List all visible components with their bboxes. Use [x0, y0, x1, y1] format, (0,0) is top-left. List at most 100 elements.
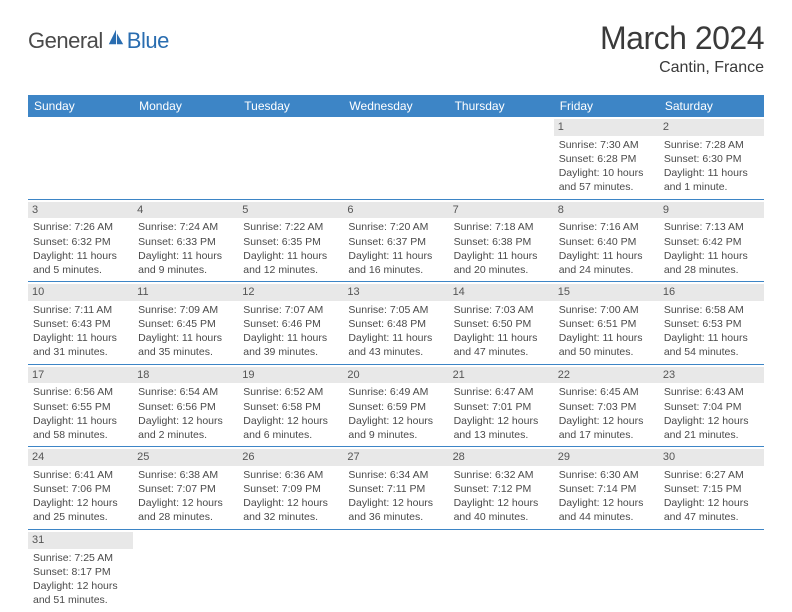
cell-line: Sunrise: 7:24 AM — [138, 220, 233, 234]
cell-line: and 9 minutes. — [138, 263, 233, 277]
cell-line: and 54 minutes. — [664, 345, 759, 359]
calendar-cell: 29Sunrise: 6:30 AMSunset: 7:14 PMDayligh… — [554, 447, 659, 530]
cell-line: Sunset: 7:14 PM — [559, 482, 654, 496]
cell-line: Sunset: 6:53 PM — [664, 317, 759, 331]
day-number: 31 — [28, 532, 133, 549]
cell-line: Sunrise: 6:43 AM — [664, 385, 759, 399]
cell-line: and 2 minutes. — [138, 428, 233, 442]
cell-line: Sunrise: 6:58 AM — [664, 303, 759, 317]
cell-line: and 16 minutes. — [348, 263, 443, 277]
cell-line: Sunset: 6:46 PM — [243, 317, 338, 331]
day-number: 8 — [554, 202, 659, 219]
cell-line: and 12 minutes. — [243, 263, 338, 277]
cell-line: Sunset: 7:01 PM — [454, 400, 549, 414]
cell-line: Daylight: 11 hours — [454, 331, 549, 345]
cell-line: Daylight: 12 hours — [33, 579, 128, 593]
cell-line: Daylight: 11 hours — [348, 249, 443, 263]
cell-line: and 51 minutes. — [33, 593, 128, 607]
cell-line: Sunset: 7:06 PM — [33, 482, 128, 496]
cell-line: Daylight: 12 hours — [243, 496, 338, 510]
cell-line: and 35 minutes. — [138, 345, 233, 359]
cell-line: Sunrise: 6:32 AM — [454, 468, 549, 482]
cell-line: Sunrise: 7:25 AM — [33, 551, 128, 565]
cell-line: Daylight: 11 hours — [454, 249, 549, 263]
cell-line: Sunrise: 7:30 AM — [559, 138, 654, 152]
calendar-cell: 13Sunrise: 7:05 AMSunset: 6:48 PMDayligh… — [343, 282, 448, 365]
calendar-cell: 10Sunrise: 7:11 AMSunset: 6:43 PMDayligh… — [28, 282, 133, 365]
day-number: 29 — [554, 449, 659, 466]
cell-line: Sunset: 8:17 PM — [33, 565, 128, 579]
day-number: 1 — [554, 119, 659, 136]
calendar-cell: 4Sunrise: 7:24 AMSunset: 6:33 PMDaylight… — [133, 199, 238, 282]
calendar-cell: 16Sunrise: 6:58 AMSunset: 6:53 PMDayligh… — [659, 282, 764, 365]
day-number: 9 — [659, 202, 764, 219]
cell-line: Daylight: 11 hours — [138, 331, 233, 345]
cell-line: and 28 minutes. — [138, 510, 233, 524]
day-number: 13 — [343, 284, 448, 301]
calendar-cell — [343, 529, 448, 611]
cell-line: Sunset: 6:58 PM — [243, 400, 338, 414]
logo-text-blue: Blue — [127, 28, 169, 54]
logo-text-general: General — [28, 28, 103, 54]
calendar-cell: 15Sunrise: 7:00 AMSunset: 6:51 PMDayligh… — [554, 282, 659, 365]
cell-line: Sunrise: 7:16 AM — [559, 220, 654, 234]
calendar-cell: 30Sunrise: 6:27 AMSunset: 7:15 PMDayligh… — [659, 447, 764, 530]
calendar-cell — [659, 529, 764, 611]
cell-line: Daylight: 12 hours — [664, 496, 759, 510]
cell-line: Daylight: 11 hours — [243, 331, 338, 345]
day-number: 26 — [238, 449, 343, 466]
cell-line: Daylight: 11 hours — [559, 331, 654, 345]
cell-line: Sunrise: 7:03 AM — [454, 303, 549, 317]
cell-line: Sunrise: 7:13 AM — [664, 220, 759, 234]
cell-line: Sunset: 6:35 PM — [243, 235, 338, 249]
cell-line: Daylight: 12 hours — [33, 496, 128, 510]
cell-line: and 31 minutes. — [33, 345, 128, 359]
calendar-cell: 8Sunrise: 7:16 AMSunset: 6:40 PMDaylight… — [554, 199, 659, 282]
cell-line: Daylight: 12 hours — [138, 496, 233, 510]
calendar-cell: 25Sunrise: 6:38 AMSunset: 7:07 PMDayligh… — [133, 447, 238, 530]
calendar-week: 10Sunrise: 7:11 AMSunset: 6:43 PMDayligh… — [28, 282, 764, 365]
calendar-cell: 11Sunrise: 7:09 AMSunset: 6:45 PMDayligh… — [133, 282, 238, 365]
calendar-cell — [133, 117, 238, 199]
day-header: Monday — [133, 95, 238, 117]
day-header: Thursday — [449, 95, 554, 117]
cell-line: Sunset: 6:56 PM — [138, 400, 233, 414]
cell-line: and 9 minutes. — [348, 428, 443, 442]
cell-line: and 21 minutes. — [664, 428, 759, 442]
cell-line: Sunrise: 6:36 AM — [243, 468, 338, 482]
cell-line: Sunset: 6:28 PM — [559, 152, 654, 166]
cell-line: and 58 minutes. — [33, 428, 128, 442]
cell-line: and 47 minutes. — [454, 345, 549, 359]
cell-line: Sunrise: 7:18 AM — [454, 220, 549, 234]
calendar-cell: 6Sunrise: 7:20 AMSunset: 6:37 PMDaylight… — [343, 199, 448, 282]
cell-line: and 57 minutes. — [559, 180, 654, 194]
cell-line: Daylight: 12 hours — [559, 414, 654, 428]
cell-line: and 47 minutes. — [664, 510, 759, 524]
day-number: 22 — [554, 367, 659, 384]
day-header: Friday — [554, 95, 659, 117]
calendar-cell — [449, 117, 554, 199]
cell-line: Daylight: 11 hours — [559, 249, 654, 263]
calendar-cell: 17Sunrise: 6:56 AMSunset: 6:55 PMDayligh… — [28, 364, 133, 447]
cell-line: Sunrise: 6:38 AM — [138, 468, 233, 482]
cell-line: Sunset: 6:33 PM — [138, 235, 233, 249]
calendar-cell: 24Sunrise: 6:41 AMSunset: 7:06 PMDayligh… — [28, 447, 133, 530]
cell-line: Sunrise: 6:41 AM — [33, 468, 128, 482]
cell-line: and 17 minutes. — [559, 428, 654, 442]
calendar-cell: 20Sunrise: 6:49 AMSunset: 6:59 PMDayligh… — [343, 364, 448, 447]
day-header: Wednesday — [343, 95, 448, 117]
cell-line: Sunset: 6:42 PM — [664, 235, 759, 249]
cell-line: Daylight: 12 hours — [454, 496, 549, 510]
calendar-cell: 12Sunrise: 7:07 AMSunset: 6:46 PMDayligh… — [238, 282, 343, 365]
day-number: 28 — [449, 449, 554, 466]
cell-line: Sunrise: 6:30 AM — [559, 468, 654, 482]
calendar-cell: 27Sunrise: 6:34 AMSunset: 7:11 PMDayligh… — [343, 447, 448, 530]
sail-icon — [107, 28, 125, 46]
cell-line: and 36 minutes. — [348, 510, 443, 524]
calendar-week: 17Sunrise: 6:56 AMSunset: 6:55 PMDayligh… — [28, 364, 764, 447]
page-header: General Blue March 2024 Cantin, France — [28, 20, 764, 77]
cell-line: Sunset: 7:15 PM — [664, 482, 759, 496]
calendar-cell — [343, 117, 448, 199]
day-number: 14 — [449, 284, 554, 301]
cell-line: Daylight: 12 hours — [348, 414, 443, 428]
